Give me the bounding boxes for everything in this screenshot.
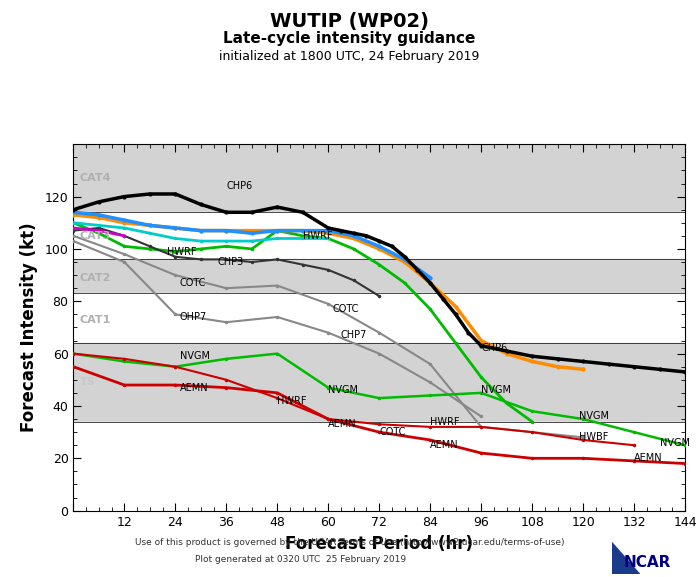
Text: COTC: COTC <box>180 278 206 288</box>
Text: HWBF: HWBF <box>579 432 608 443</box>
Text: NVGM: NVGM <box>180 351 210 361</box>
Text: WUTIP (WP02): WUTIP (WP02) <box>270 12 429 31</box>
Text: NCAR: NCAR <box>624 555 671 570</box>
Text: CAT1: CAT1 <box>80 314 111 325</box>
Text: CAT4: CAT4 <box>80 173 111 183</box>
Text: AEMN: AEMN <box>634 454 663 463</box>
Text: Plot generated at 0320 UTC  25 February 2019: Plot generated at 0320 UTC 25 February 2… <box>195 555 406 564</box>
Bar <box>73 422 685 511</box>
Text: HWRF: HWRF <box>303 231 332 241</box>
Text: NVGM: NVGM <box>660 437 689 448</box>
Text: AEMN: AEMN <box>180 383 208 392</box>
Bar <box>73 343 685 422</box>
Text: COTC: COTC <box>379 427 405 437</box>
Text: HWRF: HWRF <box>278 396 307 406</box>
Y-axis label: Forecast Intensity (kt): Forecast Intensity (kt) <box>20 223 38 432</box>
Text: CHP6: CHP6 <box>226 181 252 191</box>
Text: NVGM: NVGM <box>579 411 609 421</box>
Text: COTC: COTC <box>333 304 359 314</box>
Text: CAT3: CAT3 <box>80 231 111 241</box>
Text: AEMN: AEMN <box>329 419 357 429</box>
Text: OHP7: OHP7 <box>180 312 207 322</box>
Text: Late-cycle intensity guidance: Late-cycle intensity guidance <box>223 31 476 46</box>
Text: CHP7: CHP7 <box>341 330 368 340</box>
Text: TS: TS <box>80 377 96 387</box>
Text: Use of this product is governed by the UCAR Terms of Use (http://www2.ucar.edu/t: Use of this product is governed by the U… <box>135 538 564 547</box>
Bar <box>73 212 685 260</box>
Text: HWRF: HWRF <box>430 417 460 426</box>
Bar <box>73 294 685 343</box>
Polygon shape <box>612 542 640 574</box>
Bar <box>73 260 685 294</box>
Text: AEMN: AEMN <box>430 440 459 450</box>
Text: NVGM: NVGM <box>481 385 511 395</box>
Text: CHP3: CHP3 <box>218 257 244 267</box>
Text: CAT2: CAT2 <box>80 273 111 283</box>
Bar <box>73 144 685 212</box>
X-axis label: Forecast Period (hr): Forecast Period (hr) <box>285 535 473 553</box>
Text: initialized at 1800 UTC, 24 February 2019: initialized at 1800 UTC, 24 February 201… <box>219 50 480 63</box>
Text: NVGM: NVGM <box>329 385 359 395</box>
Text: CHP6: CHP6 <box>481 343 507 353</box>
Text: HWRF: HWRF <box>167 246 196 257</box>
